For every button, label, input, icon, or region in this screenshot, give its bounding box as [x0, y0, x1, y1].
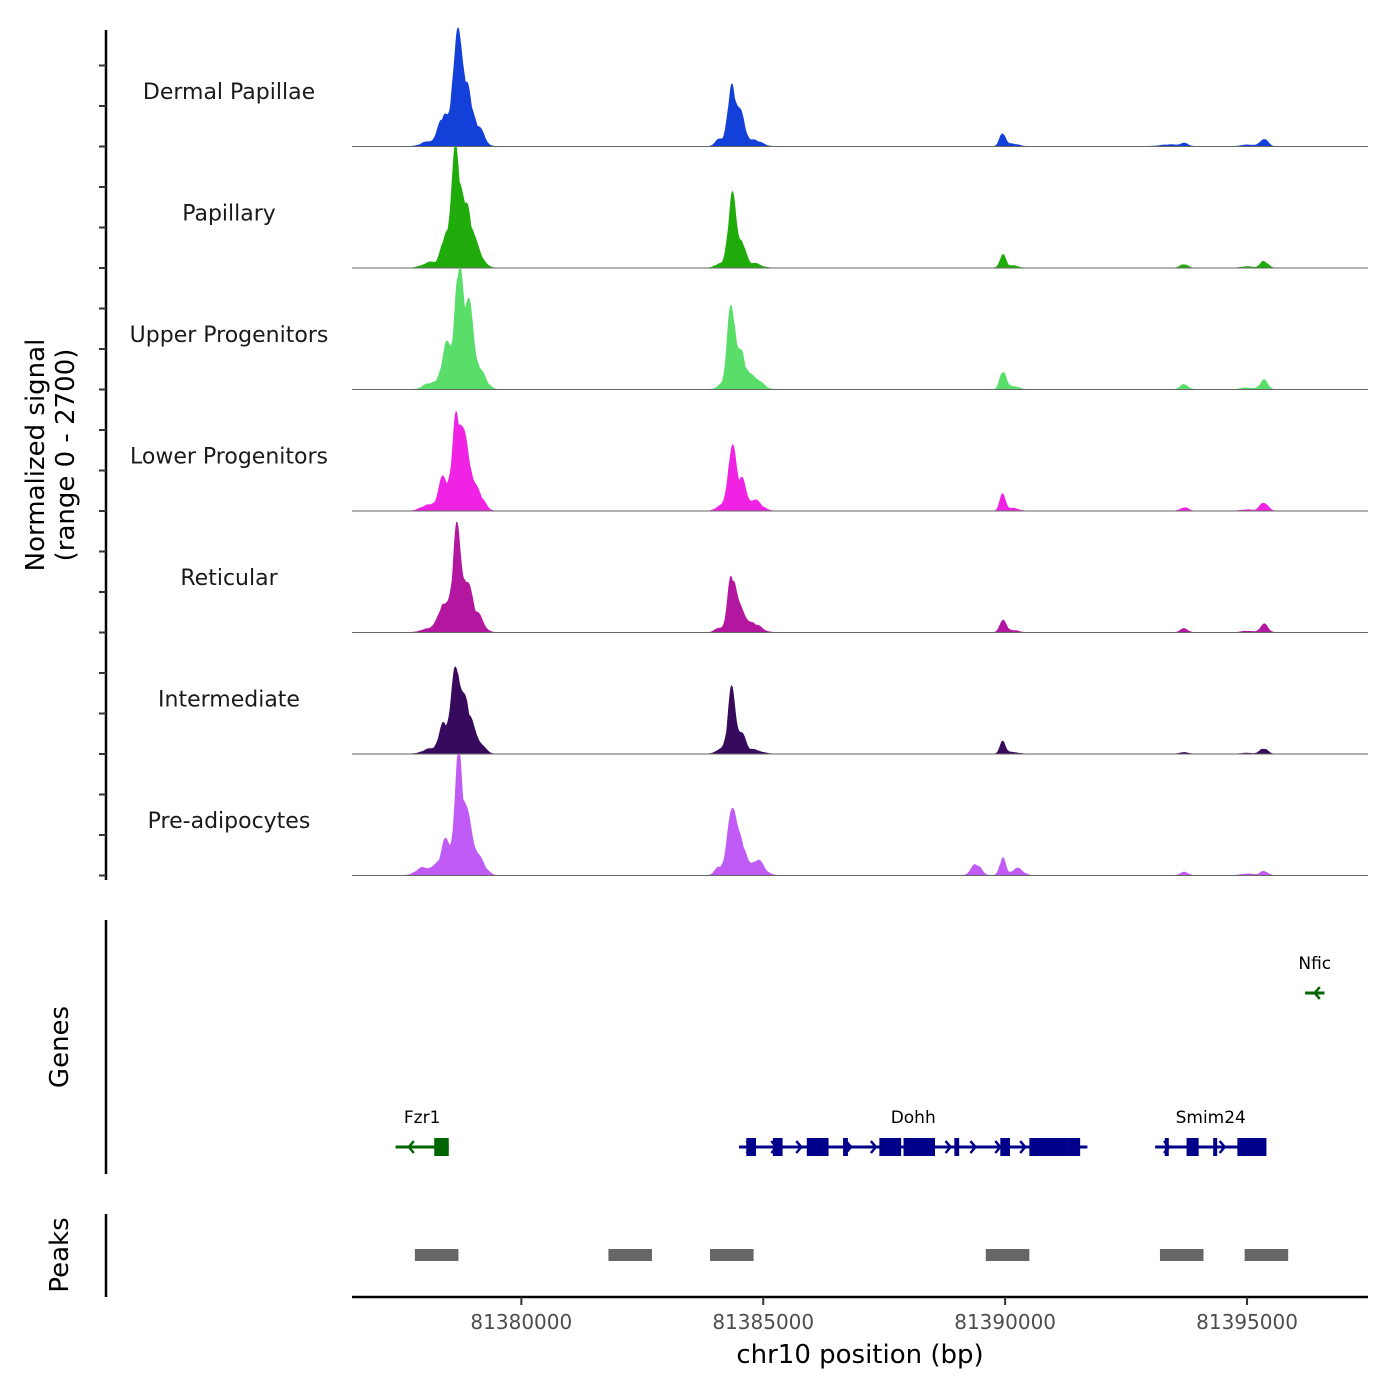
strand-arrow	[795, 1140, 803, 1154]
peak-region	[985, 1249, 1030, 1261]
gene-nfic: Nfic	[1298, 954, 1331, 1000]
x-tick-label: 81390000	[954, 1310, 1056, 1334]
genes-panel: Genes Fzr1 Dohh Smim24 Nfic	[45, 920, 1331, 1174]
peak-region	[608, 1249, 652, 1261]
track-label: Lower Progenitors	[130, 445, 328, 470]
signal-area	[352, 666, 1368, 755]
strand-arrow	[407, 1140, 415, 1154]
strand-arrow	[1313, 986, 1321, 1000]
signal-area	[352, 146, 1368, 269]
gene-exon	[954, 1138, 960, 1156]
gene-exon	[1068, 1138, 1081, 1156]
gene-smim24: Smim24	[1155, 1108, 1267, 1156]
track-papillary: Papillary	[182, 146, 1368, 269]
strand-arrow	[869, 1140, 878, 1154]
signal-area	[352, 411, 1368, 512]
gene-label: Nfic	[1298, 954, 1331, 974]
signal-axis-title-line: Normalized signal	[21, 339, 51, 572]
track-dermal-papillae: Dermal Papillae	[143, 27, 1368, 147]
gene-dohh: Dohh	[739, 1108, 1088, 1156]
strand-arrow	[944, 1140, 953, 1154]
strand-arrow	[969, 1140, 978, 1154]
gene-fzr1: Fzr1	[395, 1108, 449, 1156]
gene-exon	[1029, 1138, 1069, 1156]
gene-label: Fzr1	[404, 1108, 441, 1128]
gene-exon	[806, 1138, 829, 1156]
peak-region	[1244, 1249, 1289, 1261]
peaks-panel-title: Peaks	[45, 1217, 75, 1292]
track-label: Pre-adipocytes	[148, 809, 311, 834]
gene-exon	[772, 1138, 783, 1156]
track-reticular: Reticular	[180, 521, 1368, 633]
signal-axis-title: Normalized signal(range 0 - 2700)	[21, 339, 81, 572]
gene-exon	[843, 1138, 848, 1156]
genes-panel-title: Genes	[45, 1006, 75, 1088]
track-label: Reticular	[180, 566, 278, 591]
gene-exon	[1213, 1138, 1218, 1156]
gene-label: Smim24	[1176, 1108, 1246, 1128]
track-label: Upper Progenitors	[130, 323, 329, 348]
x-tick-label: 81380000	[470, 1310, 572, 1334]
x-tick-label: 81385000	[712, 1310, 814, 1334]
x-axis-title: chr10 position (bp)	[736, 1340, 983, 1370]
gene-exon	[1164, 1138, 1169, 1156]
coverage-tracks: Dermal Papillae Papillary Upper Progenitor…	[130, 27, 1368, 876]
signal-area	[352, 267, 1368, 390]
gene-exon	[903, 1138, 935, 1156]
track-label: Intermediate	[158, 688, 300, 713]
track-intermediate: Intermediate	[158, 666, 1368, 755]
x-tick-label: 81395000	[1196, 1310, 1298, 1334]
gene-exon	[434, 1138, 449, 1156]
gene-exon	[1237, 1138, 1267, 1156]
track-label: Dermal Papillae	[143, 80, 315, 105]
peak-region	[710, 1249, 754, 1261]
peak-region	[1159, 1249, 1204, 1261]
peaks-panel: Peaks	[45, 1214, 1289, 1297]
gene-label: Dohh	[891, 1108, 936, 1128]
gene-exon	[746, 1138, 756, 1156]
track-lower-progenitors: Lower Progenitors	[130, 411, 1368, 512]
strand-arrow	[994, 1140, 1002, 1154]
strand-arrow	[1019, 1140, 1027, 1154]
peak-region	[414, 1249, 459, 1261]
gene-exon	[879, 1138, 902, 1156]
signal-y-axis: Normalized signal(range 0 - 2700)	[21, 30, 108, 880]
x-axis: 81380000 81385000 81390000 81395000 chr10 po…	[352, 1295, 1368, 1370]
signal-area	[352, 521, 1368, 633]
strand-arrow	[1218, 1140, 1227, 1154]
gene-exon	[1186, 1138, 1199, 1156]
gene-exon	[1000, 1138, 1010, 1156]
track-pre-adipocytes: Pre-adipocytes	[148, 753, 1368, 876]
track-label: Papillary	[182, 202, 276, 227]
signal-area	[352, 27, 1368, 147]
track-upper-progenitors: Upper Progenitors	[130, 267, 1368, 390]
signal-area	[352, 753, 1368, 876]
signal-axis-title-line: (range 0 - 2700)	[51, 349, 81, 562]
